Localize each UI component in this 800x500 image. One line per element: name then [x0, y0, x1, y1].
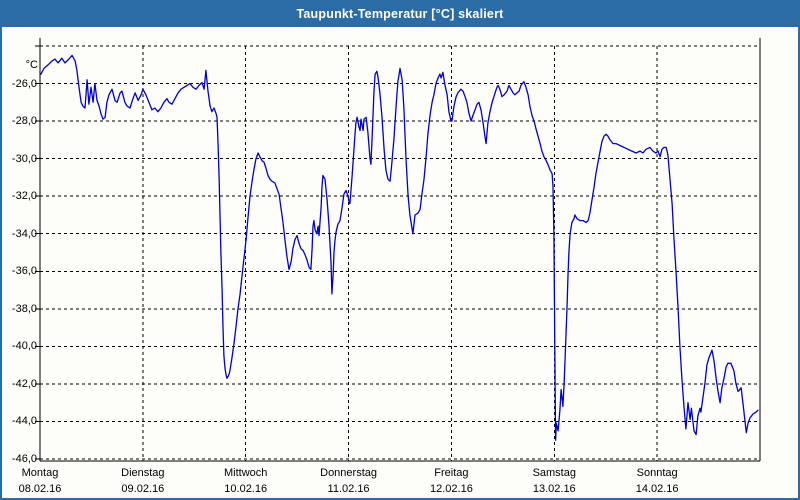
day-date-label: 13.02.16 — [532, 483, 576, 495]
y-tick-label: -42,0 — [11, 377, 37, 390]
day-date-label: 14.02.16 — [635, 483, 679, 495]
day-date-label: 09.02.16 — [121, 483, 165, 495]
day-date-label: 10.02.16 — [224, 483, 268, 495]
day-date-label: 12.02.16 — [430, 483, 473, 495]
x-day-label-group: Mittwoch 10.02.16 — [191, 466, 301, 497]
y-axis-unit-label: °C — [25, 59, 38, 71]
y-tick-label: -28,0 — [11, 115, 37, 128]
chart-title: Taupunkt-Temperatur [°C] skaliert — [296, 6, 504, 21]
y-tick-label: -44,0 — [11, 415, 37, 428]
day-name-label: Samstag — [532, 467, 576, 479]
y-tick-label: -36,0 — [11, 265, 37, 278]
y-tick-label: -32,0 — [11, 190, 37, 203]
y-tick-label: -30,0 — [11, 152, 37, 165]
day-name-label: Dienstag — [121, 467, 165, 479]
x-day-label-group: Donnerstag 11.02.16 — [294, 466, 404, 497]
day-name-label: Montag — [21, 467, 59, 479]
day-name-label: Mittwoch — [224, 467, 268, 479]
y-tick-label: -46,0 — [11, 453, 37, 465]
y-tick-label: -34,0 — [11, 227, 37, 240]
day-date-label: 08.02.16 — [18, 483, 62, 495]
day-name-label: Sonntag — [636, 467, 678, 479]
window-title-bar: Taupunkt-Temperatur [°C] skaliert — [0, 0, 800, 27]
y-tick-label: -40,0 — [11, 340, 37, 353]
x-day-label-group: Dienstag 09.02.16 — [88, 466, 198, 497]
x-day-label-group: Sonntag 14.02.16 — [602, 466, 712, 497]
temperature-line — [40, 54, 759, 441]
day-name-label: Donnerstag — [320, 467, 377, 479]
day-name-label: Freitag — [434, 467, 469, 479]
day-date-label: 11.02.16 — [327, 483, 370, 495]
x-day-label-group: Samstag 13.02.16 — [499, 466, 609, 497]
y-tick-label: -38,0 — [11, 302, 37, 315]
x-day-label-group: Montag 08.02.16 — [0, 466, 95, 497]
y-tick-label: -26,0 — [11, 77, 37, 90]
x-day-label-group: Freitag 12.02.16 — [396, 466, 506, 497]
chart-area: °C -26,0 -28,0 -30,0 -32,0 -34,0 -36,0 -38,0 -4… — [0, 27, 800, 500]
plot-svg — [35, 38, 761, 462]
